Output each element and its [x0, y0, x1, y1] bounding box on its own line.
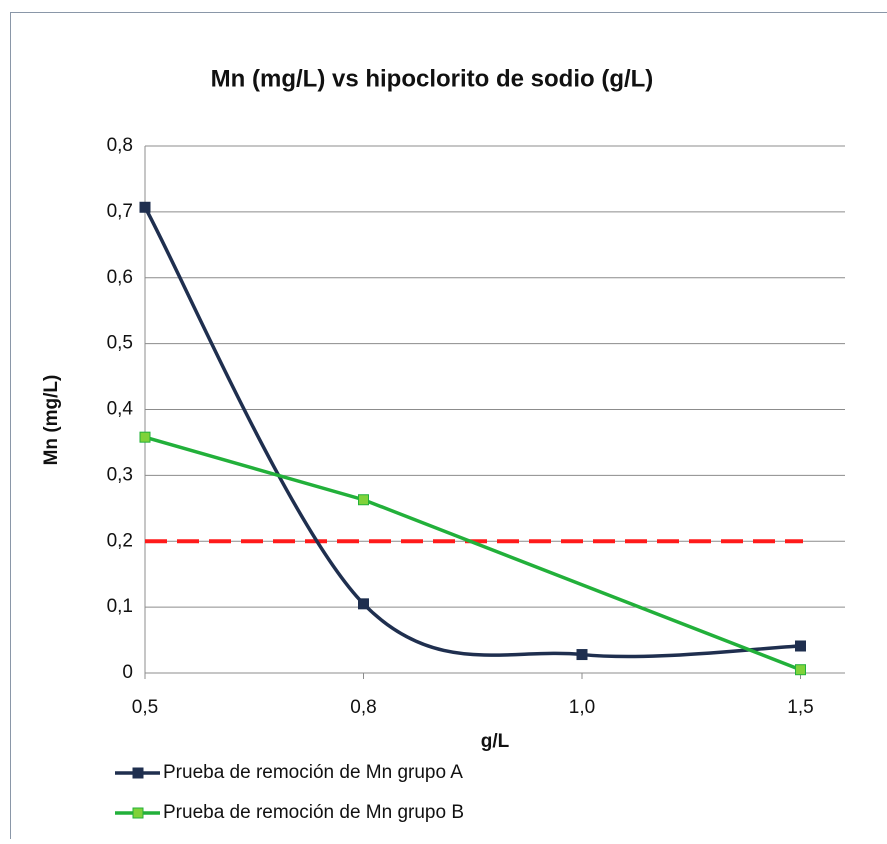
marker — [796, 641, 806, 651]
x-axis-label: g/L — [481, 731, 510, 752]
marker — [796, 665, 806, 675]
y-axis-label: Mn (mg/L) — [41, 375, 62, 466]
x-tick-label: 0,5 — [132, 697, 158, 718]
legend-label: Prueba de remoción de Mn grupo B — [163, 802, 464, 823]
legend-marker — [133, 808, 143, 818]
marker — [140, 202, 150, 212]
y-tick-label: 0,6 — [107, 267, 133, 288]
legend-label: Prueba de remoción de Mn grupo A — [163, 762, 463, 783]
y-tick-label: 0,1 — [107, 596, 133, 617]
marker — [359, 599, 369, 609]
marker — [577, 650, 587, 660]
y-tick-label: 0,8 — [107, 135, 133, 156]
y-tick-label: 0,7 — [107, 201, 133, 222]
legend-marker — [133, 768, 143, 778]
y-tick-label: 0,3 — [107, 464, 133, 485]
y-tick-label: 0,4 — [107, 399, 134, 420]
chart-title: Mn (mg/L) vs hipoclorito de sodio (g/L) — [211, 65, 654, 92]
y-tick-label: 0,2 — [107, 530, 133, 551]
x-tick-label: 0,8 — [350, 697, 376, 718]
marker — [140, 432, 150, 442]
y-tick-label: 0 — [122, 662, 133, 683]
x-tick-label: 1,5 — [787, 697, 813, 718]
marker — [359, 495, 369, 505]
x-tick-label: 1,0 — [569, 697, 595, 718]
y-tick-label: 0,5 — [107, 333, 133, 354]
